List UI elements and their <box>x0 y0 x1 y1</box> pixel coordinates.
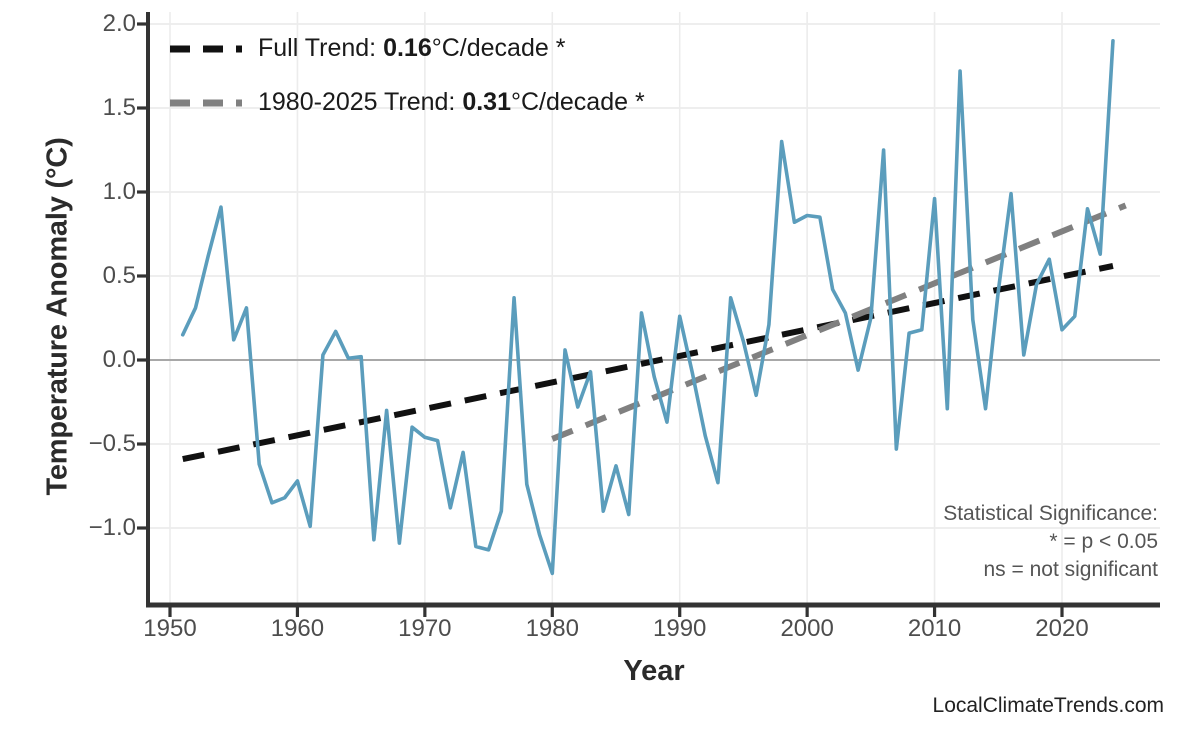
axis-tick-marks <box>137 22 1064 617</box>
watermark: LocalClimateTrends.com <box>932 694 1164 717</box>
x-tick-label: 1950 <box>143 615 197 642</box>
x-tick-label: 2000 <box>780 615 834 642</box>
y-tick-label: 0.0 <box>102 346 136 373</box>
x-tick-label: 2020 <box>1035 615 1089 642</box>
y-tick-label: 2.0 <box>102 10 136 37</box>
data-series-lines <box>180 38 1115 576</box>
significance-note: Statistical Significance: * = p < 0.05 n… <box>943 500 1158 584</box>
x-tick-label: 2010 <box>907 615 962 642</box>
trend-line <box>551 202 1127 442</box>
trend-line <box>182 262 1114 463</box>
y-tick-label: −1.0 <box>88 514 136 541</box>
significance-note-line3: ns = not significant <box>983 558 1158 581</box>
y-tick-label: 1.5 <box>102 94 136 121</box>
significance-note-line2: * = p < 0.05 <box>1049 530 1158 553</box>
x-axis-title: Year <box>623 655 685 687</box>
x-tick-label: 1970 <box>398 615 452 642</box>
x-tick-label: 1980 <box>525 615 579 642</box>
axis-lines <box>146 12 1160 608</box>
y-tick-label: 0.5 <box>102 262 136 289</box>
x-tick-label: 1990 <box>653 615 707 642</box>
series-line <box>180 38 1115 576</box>
legend-label: 1980-2025 Trend: 0.31°C/decade * <box>258 88 645 116</box>
x-tick-label: 1960 <box>270 615 325 642</box>
trend-lines <box>182 202 1127 463</box>
significance-note-line1: Statistical Significance: <box>943 502 1158 525</box>
y-tick-label: −0.5 <box>88 430 136 457</box>
y-tick-label: 1.0 <box>102 178 136 205</box>
legend-label: Full Trend: 0.16°C/decade * <box>258 34 566 62</box>
legend: Full Trend: 0.16°C/decade * 1980-2025 Tre… <box>170 34 645 116</box>
